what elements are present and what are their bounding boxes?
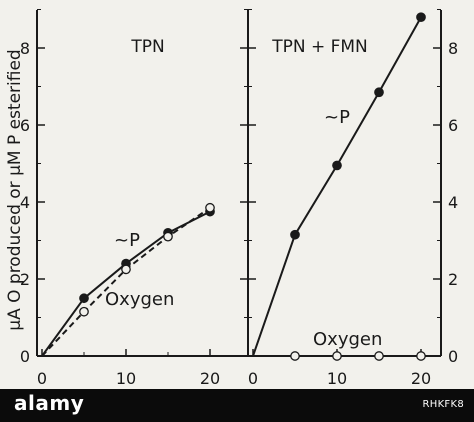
- y-tick-label-right: 2: [448, 270, 458, 289]
- x-tick-label: 10: [327, 369, 347, 388]
- x-tick-label: 20: [411, 369, 431, 388]
- data-point-oxygen: [79, 306, 89, 317]
- x-tick-label: 0: [37, 369, 47, 388]
- axis-ticks: [37, 9, 441, 357]
- y-tick-label-left: 8: [20, 39, 30, 58]
- x-tick-label: 10: [116, 369, 136, 388]
- panel-title-tpn-fmn: TPN + FMN: [271, 37, 368, 57]
- data-point-oxygen: [121, 264, 131, 275]
- data-point-oxygen: [205, 202, 215, 213]
- x-tick-label: 0: [248, 369, 258, 388]
- series-label-p-left: ~P: [114, 230, 140, 251]
- watermark-image-id: RHKFK8: [422, 399, 464, 410]
- y-tick-label-right: 0: [448, 347, 458, 366]
- x-tick-label: 20: [200, 369, 220, 388]
- watermark-brand: alamy: [14, 391, 85, 415]
- data-point-oxygen: [374, 351, 384, 361]
- data-point-oxygen: [163, 231, 173, 242]
- data-point-p: [290, 229, 300, 240]
- tick-labels: 0 02 24 46 68 80 10 20 0 10 20: [20, 39, 458, 388]
- data-point-p: [79, 293, 89, 304]
- data-point-oxygen: [290, 351, 300, 361]
- data-point-oxygen: [332, 351, 342, 361]
- data-point-p: [374, 87, 384, 98]
- panel-title-tpn: TPN: [130, 37, 164, 57]
- series-label-oxygen-right: Oxygen: [313, 329, 382, 350]
- data-point-p: [332, 160, 342, 171]
- y-tick-label-right: 6: [448, 116, 458, 135]
- data-point-p: [416, 12, 426, 23]
- y-tick-label-right: 4: [448, 193, 458, 212]
- series-label-oxygen-left: Oxygen: [105, 289, 174, 310]
- series-line-p: [252, 16, 422, 357]
- y-axis-label: μA O produced or μM P esterified: [5, 49, 25, 330]
- y-tick-label-left: 2: [20, 270, 30, 289]
- y-tick-label-left: 0: [20, 347, 30, 366]
- series-label-p-right: ~P: [324, 107, 350, 128]
- plot-frame: [36, 10, 442, 357]
- y-tick-label-left: 6: [20, 116, 30, 135]
- y-tick-label-left: 4: [20, 193, 30, 212]
- series-layer: [41, 12, 426, 361]
- y-tick-label-right: 8: [448, 39, 458, 58]
- watermark-bar: [0, 389, 474, 422]
- data-point-oxygen: [416, 351, 426, 361]
